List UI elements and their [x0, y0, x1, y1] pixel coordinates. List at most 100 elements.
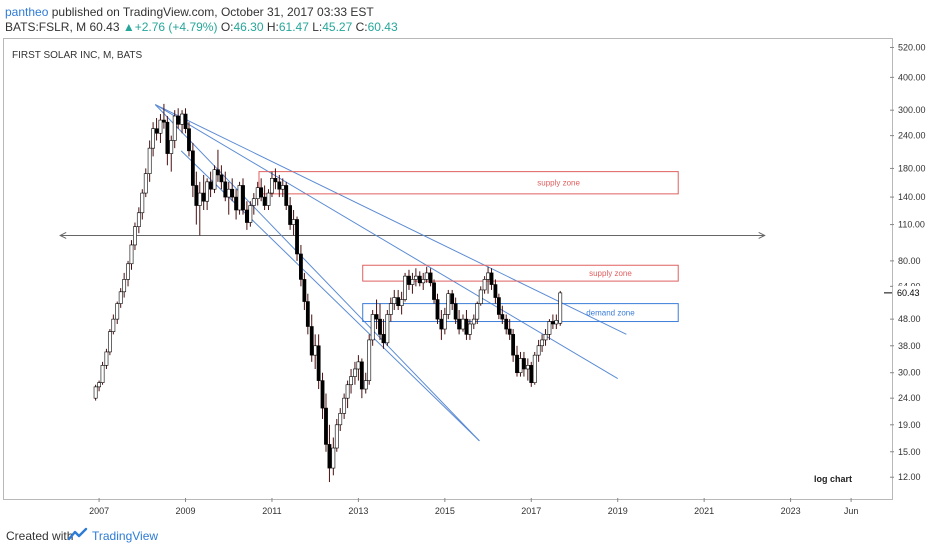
- y-tick-label: 48.00: [898, 314, 921, 324]
- candle-body: [244, 209, 249, 223]
- price-change: +2.76 (+4.79%): [134, 20, 218, 34]
- candle: [316, 334, 321, 390]
- candle-body: [295, 219, 299, 255]
- candle: [439, 310, 444, 340]
- footer: Created with TradingView: [0, 520, 932, 550]
- candle-body: [424, 272, 429, 280]
- candle: [515, 345, 519, 377]
- candle-body: [374, 314, 379, 320]
- candle: [356, 355, 361, 381]
- candle: [313, 334, 318, 369]
- tradingview-brand-link[interactable]: TradingView: [92, 529, 159, 543]
- x-tick-label: Jun: [844, 506, 859, 516]
- candle-body: [547, 321, 552, 335]
- candle-body: [522, 358, 526, 370]
- candle: [176, 108, 181, 129]
- candle-body: [251, 198, 256, 206]
- candle-body: [378, 318, 382, 335]
- candle-body: [205, 181, 210, 202]
- candle: [320, 372, 325, 419]
- trendline: [155, 104, 627, 335]
- candle: [241, 178, 245, 215]
- candle: [299, 244, 303, 287]
- candle: [205, 178, 210, 210]
- candle: [428, 268, 433, 287]
- candle-body: [468, 323, 472, 335]
- candle-body: [140, 192, 145, 214]
- candle: [511, 329, 516, 362]
- candle-body: [115, 303, 120, 320]
- candle-body: [349, 376, 353, 386]
- x-tick-label: 2009: [176, 506, 196, 516]
- candle: [251, 193, 256, 215]
- candle: [180, 110, 184, 134]
- candle-body: [172, 115, 177, 141]
- candle-body: [471, 318, 476, 325]
- candle-body: [478, 289, 483, 304]
- candle: [140, 189, 145, 220]
- candle-body: [262, 196, 267, 206]
- candle-body: [417, 275, 422, 284]
- chart-title: FIRST SOLAR INC, M, BATS: [12, 50, 143, 61]
- candle: [543, 329, 548, 346]
- candle: [324, 393, 328, 452]
- high-value: 61.47: [278, 20, 309, 34]
- tradingview-logo-icon[interactable]: [68, 527, 88, 543]
- candle: [244, 201, 249, 230]
- candle: [342, 393, 347, 419]
- candle: [421, 272, 426, 290]
- supply-zone-box: [258, 171, 679, 195]
- candle: [208, 171, 213, 198]
- candle: [478, 286, 483, 306]
- candle: [305, 293, 310, 335]
- candle: [194, 171, 199, 225]
- candle: [349, 368, 353, 394]
- candle-body: [381, 334, 386, 344]
- candle: [259, 178, 264, 202]
- candle: [407, 269, 411, 290]
- candle-body: [439, 318, 444, 330]
- candle: [475, 301, 480, 324]
- candle-body: [342, 397, 347, 414]
- candle-body: [345, 384, 350, 399]
- candle: [187, 122, 191, 157]
- candle-body: [421, 279, 426, 284]
- y-tick-label: 15.00: [898, 447, 921, 457]
- x-tick-label: 2011: [262, 506, 281, 516]
- candle-body: [367, 339, 372, 381]
- chart-pane[interactable]: [3, 38, 893, 500]
- candle-body: [208, 181, 213, 190]
- candle-body: [558, 292, 563, 324]
- candle: [442, 307, 447, 335]
- candle: [424, 266, 429, 283]
- candle-body: [241, 185, 245, 211]
- y-tick-label: 38.00: [898, 341, 921, 351]
- x-tick-label: 2021: [694, 506, 714, 516]
- candle: [248, 201, 253, 227]
- candle: [461, 314, 465, 332]
- candle: [468, 319, 472, 340]
- candle-body: [190, 150, 195, 186]
- candle-body: [529, 365, 534, 383]
- candle: [471, 314, 476, 330]
- candle: [126, 260, 130, 287]
- price-chart[interactable]: FIRST SOLAR INC, M, BATS supply zonesupp…: [0, 0, 932, 520]
- candle: [496, 293, 501, 320]
- time-axis[interactable]: 2007 2009 2011 2013 2015 2017 2019 2021 2023 Jun: [89, 498, 858, 516]
- candle-body: [316, 345, 321, 381]
- candle-body: [511, 334, 516, 356]
- candle-body: [100, 365, 105, 383]
- y-tick-label: 110.00: [898, 220, 925, 230]
- candle-body: [331, 447, 336, 469]
- up-arrow-icon: ▲: [122, 20, 135, 34]
- candle: [446, 289, 451, 320]
- price-axis[interactable]: 12.0015.0019.0024.0030.0038.0048.0064.00…: [884, 42, 929, 482]
- author-link[interactable]: pantheo: [5, 5, 49, 19]
- candle-body: [482, 279, 487, 291]
- candle-body: [493, 284, 498, 298]
- candle-body: [489, 272, 494, 285]
- candle-body: [93, 386, 98, 399]
- candle-body: [403, 275, 407, 300]
- candle-body: [475, 303, 480, 320]
- candle: [212, 165, 217, 194]
